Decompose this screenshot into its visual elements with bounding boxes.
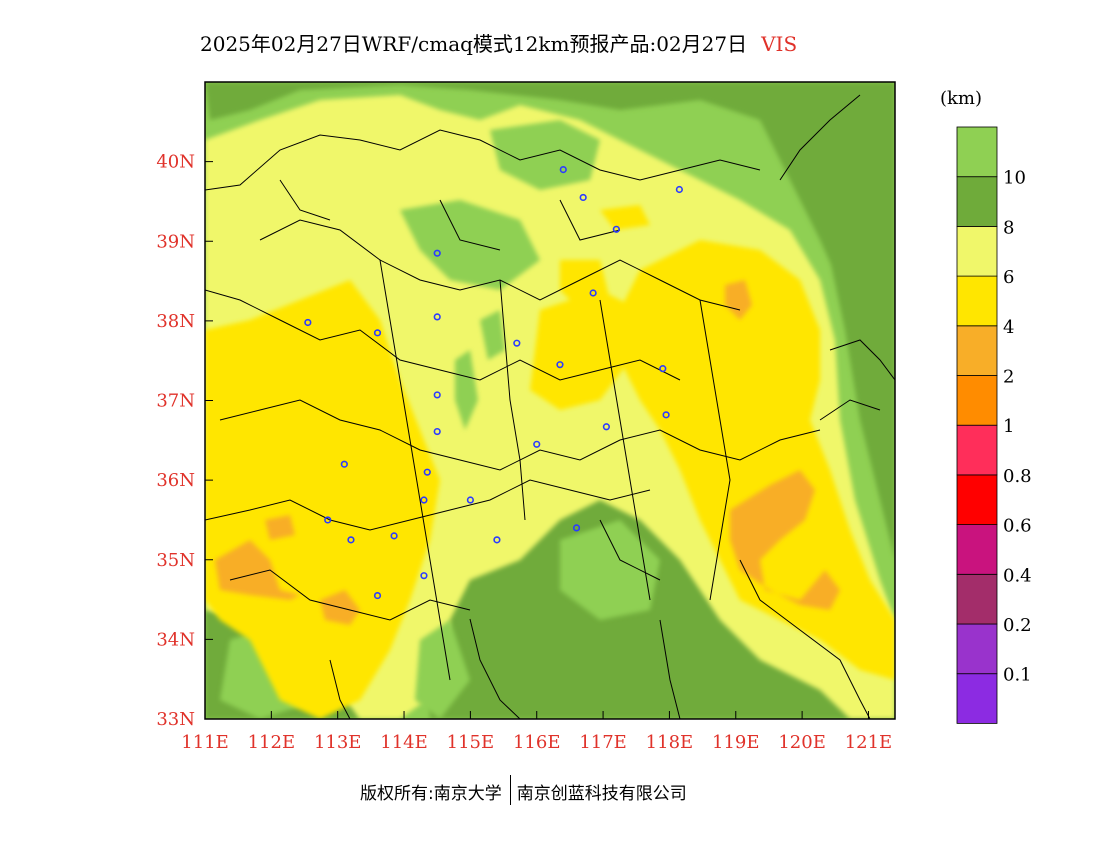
legend-label: 0.6 <box>1003 516 1032 537</box>
visibility-field <box>205 82 895 719</box>
city-marker <box>433 313 441 321</box>
legend-swatch <box>956 375 998 426</box>
footer-right: 南京创蓝科技有限公司 <box>516 784 687 804</box>
legend-swatch <box>956 225 998 277</box>
city-markers <box>304 165 683 600</box>
admin-boundaries <box>205 94 895 719</box>
city-marker <box>373 329 382 337</box>
lat-tick-label: 40N <box>156 152 195 173</box>
vis-2-4km-areas <box>215 280 840 625</box>
lon-tick-label: 116E <box>513 732 561 753</box>
lon-tick-label: 120E <box>778 732 826 753</box>
city-marker <box>433 249 441 257</box>
city-marker <box>675 185 683 194</box>
lat-tick-label: 36N <box>156 470 195 491</box>
lon-tick-label: 119E <box>712 732 760 753</box>
title-variable: VIS <box>761 32 798 56</box>
legend-swatch <box>956 573 998 625</box>
legend-label: 0.2 <box>1003 615 1032 636</box>
lon-tick-label: 115E <box>447 732 495 753</box>
legend-swatch <box>956 524 998 575</box>
city-marker <box>420 572 428 580</box>
city-marker <box>347 536 355 544</box>
lat-tick-label: 33N <box>156 709 195 730</box>
legend-label: 10 <box>1003 168 1026 189</box>
legend-label: 6 <box>1003 267 1014 288</box>
city-marker <box>662 411 670 419</box>
lat-tick-label: 37N <box>156 391 195 412</box>
city-marker <box>433 427 441 436</box>
city-marker <box>466 496 474 504</box>
lon-tick-label: 117E <box>579 732 627 753</box>
lat-tick-label: 35N <box>156 550 195 571</box>
legend-unit: (km) <box>940 88 983 109</box>
legend-label: 0.4 <box>1003 565 1032 586</box>
chart-title: 2025年02月27日WRF/cmaq模式12km预报产品:02月27日 VIS <box>200 28 797 57</box>
legend-swatch <box>956 673 998 724</box>
map-axes: 111E 112E 113E 114E 115E 116E 117E 118E 119E 120E… <box>156 152 892 753</box>
city-marker <box>304 318 312 327</box>
city-marker <box>559 165 567 174</box>
city-marker <box>390 532 398 540</box>
legend-label: 0.8 <box>1003 466 1032 487</box>
city-marker <box>423 468 431 476</box>
city-marker <box>579 193 587 202</box>
city-marker <box>433 391 441 399</box>
city-marker <box>373 591 382 600</box>
city-marker <box>493 536 501 544</box>
legend-swatch <box>956 623 998 675</box>
city-marker <box>324 516 332 524</box>
lon-tick-label: 113E <box>314 732 362 753</box>
color-legend: 0.1 0.2 0.4 0.6 0.8 1 2 4 6 8 10 <box>956 126 1032 724</box>
city-marker <box>533 440 541 448</box>
legend-label: 0.1 <box>1003 665 1032 686</box>
city-marker <box>659 365 667 373</box>
legend-label: 1 <box>1003 416 1014 437</box>
city-marker <box>612 225 620 233</box>
city-marker <box>589 289 597 297</box>
lat-tick-label: 38N <box>156 311 195 332</box>
legend-label: 4 <box>1003 317 1014 338</box>
legend-swatch <box>956 325 998 376</box>
city-marker <box>513 339 521 347</box>
lon-tick-label: 114E <box>380 732 428 753</box>
legend-swatch <box>956 474 998 525</box>
lon-tick-label: 121E <box>845 732 893 753</box>
legend-label: 2 <box>1003 367 1014 388</box>
city-marker <box>572 524 581 532</box>
legend-swatch <box>956 176 998 227</box>
legend-swatch <box>956 424 998 476</box>
lat-tick-label: 34N <box>156 629 195 650</box>
city-marker <box>556 361 564 369</box>
lon-tick-label: 112E <box>248 732 296 753</box>
legend-swatch <box>956 126 998 178</box>
footer-separator <box>509 775 511 805</box>
city-marker <box>420 496 428 504</box>
footer-left: 版权所有:南京大学 <box>360 784 502 804</box>
city-marker <box>340 460 348 468</box>
city-marker <box>602 423 610 431</box>
lon-tick-label: 118E <box>646 732 694 753</box>
lat-tick-label: 39N <box>156 231 195 252</box>
title-text: 2025年02月27日WRF/cmaq模式12km预报产品:02月27日 <box>200 32 748 56</box>
legend-label: 8 <box>1003 217 1014 238</box>
vis-4-6km-areas <box>205 205 895 719</box>
lon-tick-label: 111E <box>181 732 229 753</box>
copyright-footer: 版权所有:南京大学 南京创蓝科技有限公司 <box>360 775 687 809</box>
legend-swatch <box>956 275 998 327</box>
